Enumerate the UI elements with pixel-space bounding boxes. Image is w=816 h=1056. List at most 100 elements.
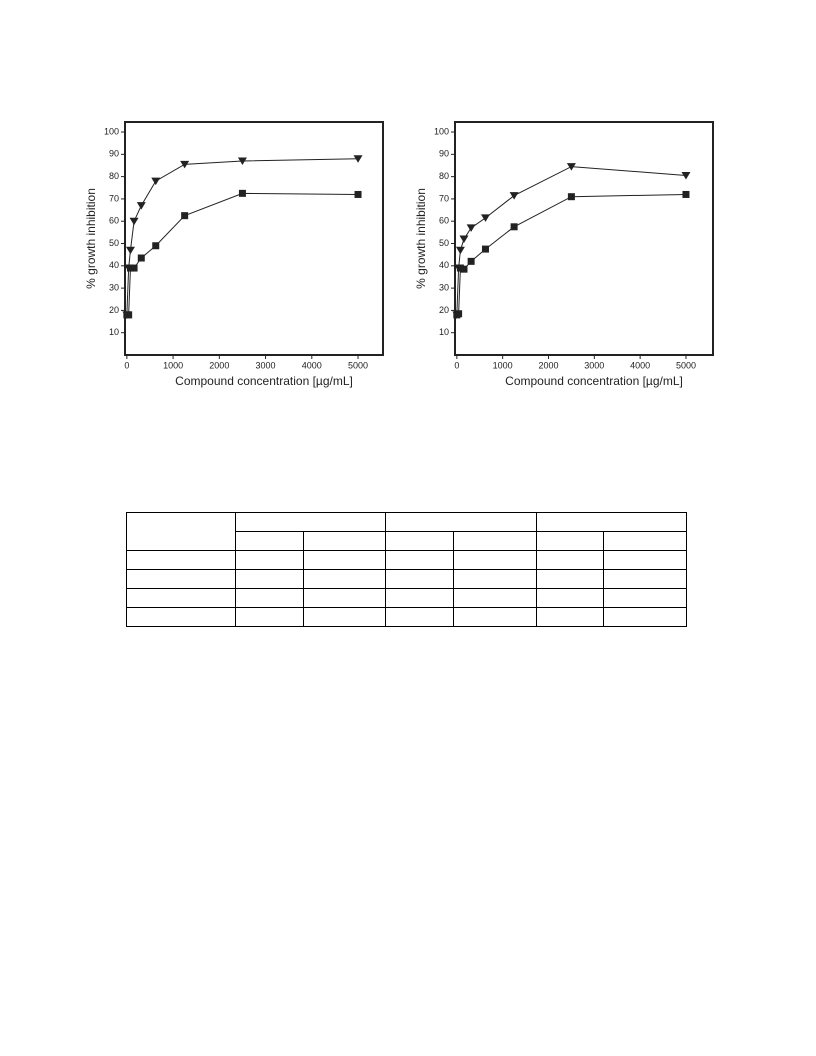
table-cell [303, 569, 386, 589]
table-cell [536, 531, 604, 551]
table-cell [603, 550, 687, 570]
y-tick-label: 100 [434, 126, 449, 136]
x-tick-label: 0 [124, 360, 129, 370]
marker [481, 245, 489, 253]
x-tick-label: 5000 [676, 360, 696, 370]
series-line [126, 158, 359, 315]
table-cell [385, 607, 454, 627]
marker [681, 172, 691, 180]
table-cell [453, 550, 537, 570]
plot-frame [454, 121, 714, 356]
marker [682, 190, 690, 198]
table-cell [385, 569, 454, 589]
y-tick-label: 60 [439, 216, 449, 226]
marker [151, 177, 161, 186]
marker [136, 202, 146, 210]
table-cell [303, 607, 386, 627]
y-tick-label: 40 [109, 260, 119, 270]
y-tick-label: 30 [109, 282, 119, 292]
series-line [456, 166, 687, 315]
marker [455, 310, 463, 318]
x-tick-label: 2000 [538, 360, 558, 370]
table-cell [536, 550, 604, 570]
table-cell [303, 550, 386, 570]
table-cell [385, 512, 537, 532]
table-cell [126, 512, 236, 551]
marker [237, 157, 247, 166]
plot-frame [124, 121, 384, 356]
x-tick-label: 3000 [256, 360, 276, 370]
table-cell [235, 531, 304, 551]
y-tick-label: 90 [109, 149, 119, 159]
table-cell [235, 607, 304, 627]
marker [460, 265, 468, 273]
marker [125, 246, 135, 255]
y-tick-label: 10 [439, 327, 449, 337]
table-cell [235, 588, 304, 608]
marker [353, 155, 363, 163]
marker [459, 235, 469, 244]
table-cell [536, 588, 604, 608]
table-cell [126, 569, 236, 589]
marker [130, 264, 138, 272]
table-cell [385, 588, 454, 608]
y-axis-label: % growth inhibition [84, 188, 98, 289]
table-cell [453, 588, 537, 608]
x-tick-label: 4000 [302, 360, 322, 370]
table-cell [385, 531, 454, 551]
marker [125, 311, 133, 319]
marker [455, 246, 465, 255]
marker [456, 264, 464, 272]
x-tick-label: 4000 [630, 360, 650, 370]
table-cell [536, 512, 687, 532]
table-cell [536, 569, 604, 589]
marker [129, 217, 139, 226]
y-tick-label: 10 [109, 327, 119, 337]
x-tick-label: 1000 [493, 360, 513, 370]
y-tick-label: 90 [439, 149, 449, 159]
marker [152, 242, 160, 250]
marker [238, 189, 246, 197]
table-cell [453, 531, 537, 551]
table-cell [126, 550, 236, 570]
marker [180, 160, 190, 169]
table-cell [536, 607, 604, 627]
table-cell [603, 531, 687, 551]
table-cell [603, 569, 687, 589]
y-tick-label: 30 [439, 282, 449, 292]
table-cell [453, 607, 537, 627]
y-tick-label: 60 [109, 216, 119, 226]
marker [567, 193, 575, 201]
marker [566, 163, 576, 171]
x-axis-label: Compound concentration [µg/mL] [175, 374, 353, 388]
table-cell [303, 531, 386, 551]
y-tick-label: 40 [439, 260, 449, 270]
series-line [126, 192, 359, 316]
y-tick-label: 70 [109, 193, 119, 203]
marker [466, 224, 476, 232]
y-axis-label: % growth inhibition [414, 188, 428, 289]
marker [354, 190, 362, 198]
marker [137, 254, 145, 262]
table-cell [385, 550, 454, 570]
y-tick-label: 20 [439, 305, 449, 315]
table-cell [126, 588, 236, 608]
marker [509, 192, 519, 200]
table-cell [603, 607, 687, 627]
y-tick-label: 50 [439, 238, 449, 248]
marker [510, 223, 518, 231]
table-cell [235, 512, 386, 532]
marker [467, 257, 475, 265]
x-tick-label: 3000 [584, 360, 604, 370]
table-cell [303, 588, 386, 608]
marker [480, 214, 490, 222]
table-cell [126, 607, 236, 627]
table [126, 512, 687, 627]
x-axis-label: Compound concentration [µg/mL] [505, 374, 683, 388]
series-line [456, 193, 686, 316]
y-tick-label: 50 [109, 238, 119, 248]
table-cell [603, 588, 687, 608]
marker [181, 212, 189, 220]
